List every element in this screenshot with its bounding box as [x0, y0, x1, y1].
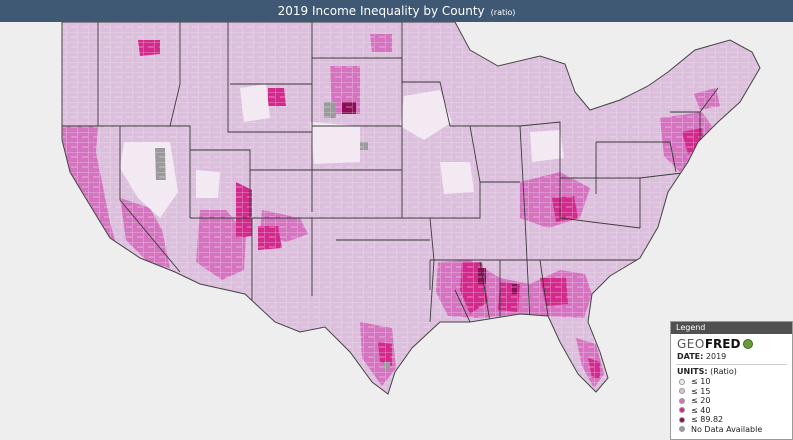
legend-item-label: ≤ 20: [691, 396, 711, 406]
legend-item: No Data Available: [671, 425, 792, 435]
choropleth-map[interactable]: [0, 22, 793, 440]
legend-swatch-icon: [679, 416, 685, 423]
units-value: (Ratio): [710, 367, 737, 376]
legend-item-label: ≤ 10: [691, 377, 711, 387]
us-outline: [61, 22, 761, 395]
legend-swatch-icon: [679, 388, 685, 395]
legend-item: ≤ 20: [671, 396, 792, 406]
legend-divider: [676, 364, 787, 365]
legend-item: ≤ 10: [671, 377, 792, 387]
date-label: DATE:: [677, 352, 704, 361]
legend-date: DATE: 2019: [671, 351, 792, 362]
legend-item: ≤ 89.82: [671, 415, 792, 425]
units-label: UNITS:: [677, 367, 708, 376]
legend-swatch-icon: [679, 426, 685, 433]
legend-panel: Legend GEO FRED DATE: 2019 UNITS: (Ratio)…: [670, 321, 793, 440]
legend-item-label: No Data Available: [691, 424, 763, 434]
legend-item-label: ≤ 89.82: [691, 415, 724, 425]
legend-item-label: ≤ 15: [691, 386, 711, 396]
legend-swatch-icon: [679, 397, 685, 404]
date-value: 2019: [705, 352, 727, 361]
globe-icon: [743, 339, 754, 349]
legend-item: ≤ 40: [671, 406, 792, 416]
legend-item: ≤ 15: [671, 387, 792, 397]
map-title: 2019 Income Inequality by County: [277, 4, 485, 18]
legend-header: Legend: [671, 322, 792, 334]
logo-fred-text: FRED: [704, 337, 741, 351]
map-units: (ratio): [490, 8, 516, 17]
logo-geo-text: GEO: [677, 337, 705, 351]
map-title-bar: 2019 Income Inequality by County (ratio): [0, 0, 793, 22]
legend-item-label: ≤ 40: [691, 405, 711, 415]
geofred-logo: GEO FRED: [671, 334, 792, 351]
legend-swatch-icon: [679, 378, 685, 385]
legend-swatch-icon: [679, 407, 685, 414]
legend-units: UNITS: (Ratio): [671, 366, 792, 377]
